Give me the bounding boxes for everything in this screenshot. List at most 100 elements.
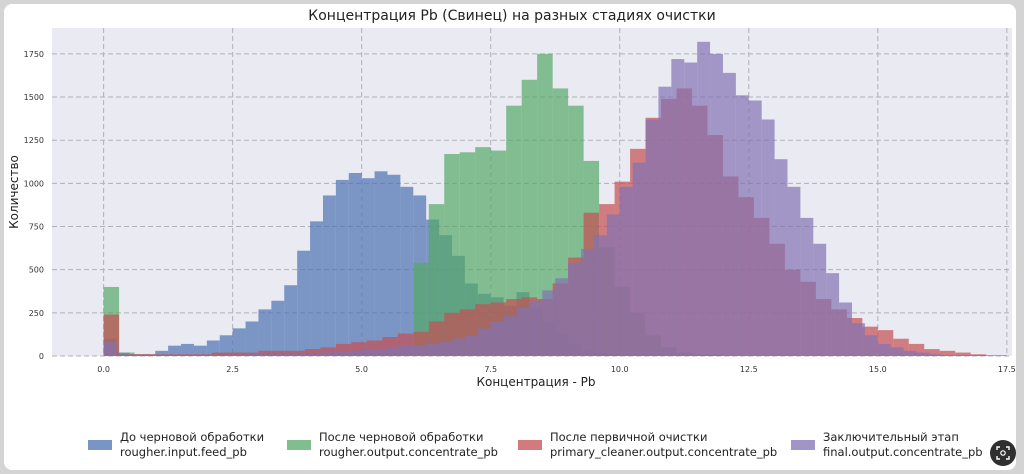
histogram-bars [103,41,1007,357]
histogram-bar [877,343,891,356]
histogram-bar [400,186,414,356]
x-tick-label: 7.5 [484,365,497,374]
histogram-bar [219,355,233,356]
histogram-bar [103,342,117,356]
histogram-bar [826,273,840,356]
screenshot-icon [996,446,1010,460]
histogram-bar [310,353,323,356]
histogram-bar [439,342,452,356]
histogram-bar [289,350,305,356]
histogram-bar [671,59,685,357]
legend-label: Заключительный этап final.output.concentr… [823,430,983,459]
histogram-bar [710,53,723,356]
histogram-bar [684,62,698,357]
histogram-bar [271,354,285,356]
histogram-bar [955,352,971,356]
histogram-bar [413,345,427,356]
legend-swatch [518,440,542,450]
histogram-bar [593,235,607,356]
histogram-bar [521,79,538,356]
histogram-bar [993,355,1007,356]
histogram-bar [929,354,943,356]
histogram-bar [645,119,659,356]
histogram-bar [787,186,801,356]
histogram-bar [193,355,207,356]
histogram-bar [227,352,243,356]
histogram-bar [245,321,259,356]
y-tick-label: 250 [29,309,44,318]
chart-title: Концентрация Pb (Свинец) на разных стади… [308,8,716,24]
x-axis-label: Концентрация - Pb [476,375,595,389]
histogram-bar [181,355,194,356]
y-tick-label: 500 [29,266,44,275]
histogram-bar [245,354,259,356]
histogram-bar [606,214,620,356]
histogram-bar [335,179,349,356]
histogram-bar [219,335,233,356]
histogram-bar [981,355,994,356]
histogram-bar [116,354,130,356]
y-tick-label: 1250 [24,136,44,145]
histogram-bar [322,352,336,356]
histogram-bar [477,328,491,356]
histogram-bar [273,350,290,356]
legend-swatch [88,440,112,450]
histogram-bar [387,174,401,356]
histogram-bar [142,355,156,356]
histogram-bar [506,105,522,357]
histogram-bar [968,355,982,356]
histogram-bar [297,354,311,356]
histogram-bar [864,335,878,356]
histogram-bar [748,100,762,356]
histogram-bar [155,355,169,356]
histogram-bar [813,243,827,356]
histogram-bar [537,53,553,356]
histogram-bar [310,221,323,356]
histogram-bar [335,351,349,356]
screenshot-button[interactable] [990,440,1016,466]
histogram-bar [193,345,207,356]
histogram-bar [400,345,414,356]
histogram-bar [444,154,460,356]
axis-ticks: 0.0 2.5 5.0 7.5 10.0 12.5 15.0 17.5 0 250 500 750 10… [24,50,1016,374]
histogram-bar [348,173,362,356]
legend-item: После первичной очистки primary_cleaner.o… [518,430,777,460]
histogram-bar [452,338,465,356]
histogram-bar [206,340,220,356]
histogram-bar [155,350,169,356]
x-tick-label: 10.0 [611,365,629,374]
histogram-bar [206,355,220,356]
legend-swatch [287,440,311,450]
histogram-bar [774,159,788,356]
legend-label: После черновой обработки rougher.output.c… [319,430,498,459]
x-tick-label: 5.0 [355,365,368,374]
histogram-bar [387,347,401,356]
histogram-bar [464,335,478,356]
histogram-bar [542,290,556,356]
x-tick-label: 15.0 [869,365,887,374]
histogram-bar [800,217,814,356]
histogram-chart: 0.0 2.5 5.0 7.5 10.0 12.5 15.0 17.5 0 250 500 750 10… [7,28,1016,389]
histogram-bar [168,345,182,356]
histogram-bar [284,354,298,356]
histogram-bar [916,352,930,356]
histogram-bar [555,278,569,356]
histogram-bar [284,285,298,356]
histogram-bar [503,316,517,356]
legend-swatch [791,440,815,450]
histogram-bar [361,349,375,356]
histogram-bar [232,328,246,356]
histogram-bar [322,195,336,356]
x-tick-label: 17.5 [998,365,1016,374]
histogram-bar [232,355,246,356]
histogram-bar [258,309,272,356]
y-tick-label: 0 [39,352,44,361]
y-tick-label: 750 [29,223,44,232]
histogram-bar [129,355,143,356]
histogram-bar [942,355,956,356]
histogram-bar [529,300,543,356]
histogram-bar [459,152,476,356]
histogram-bar [426,343,440,356]
histogram-bar [619,186,633,356]
histogram-bar [168,355,182,356]
